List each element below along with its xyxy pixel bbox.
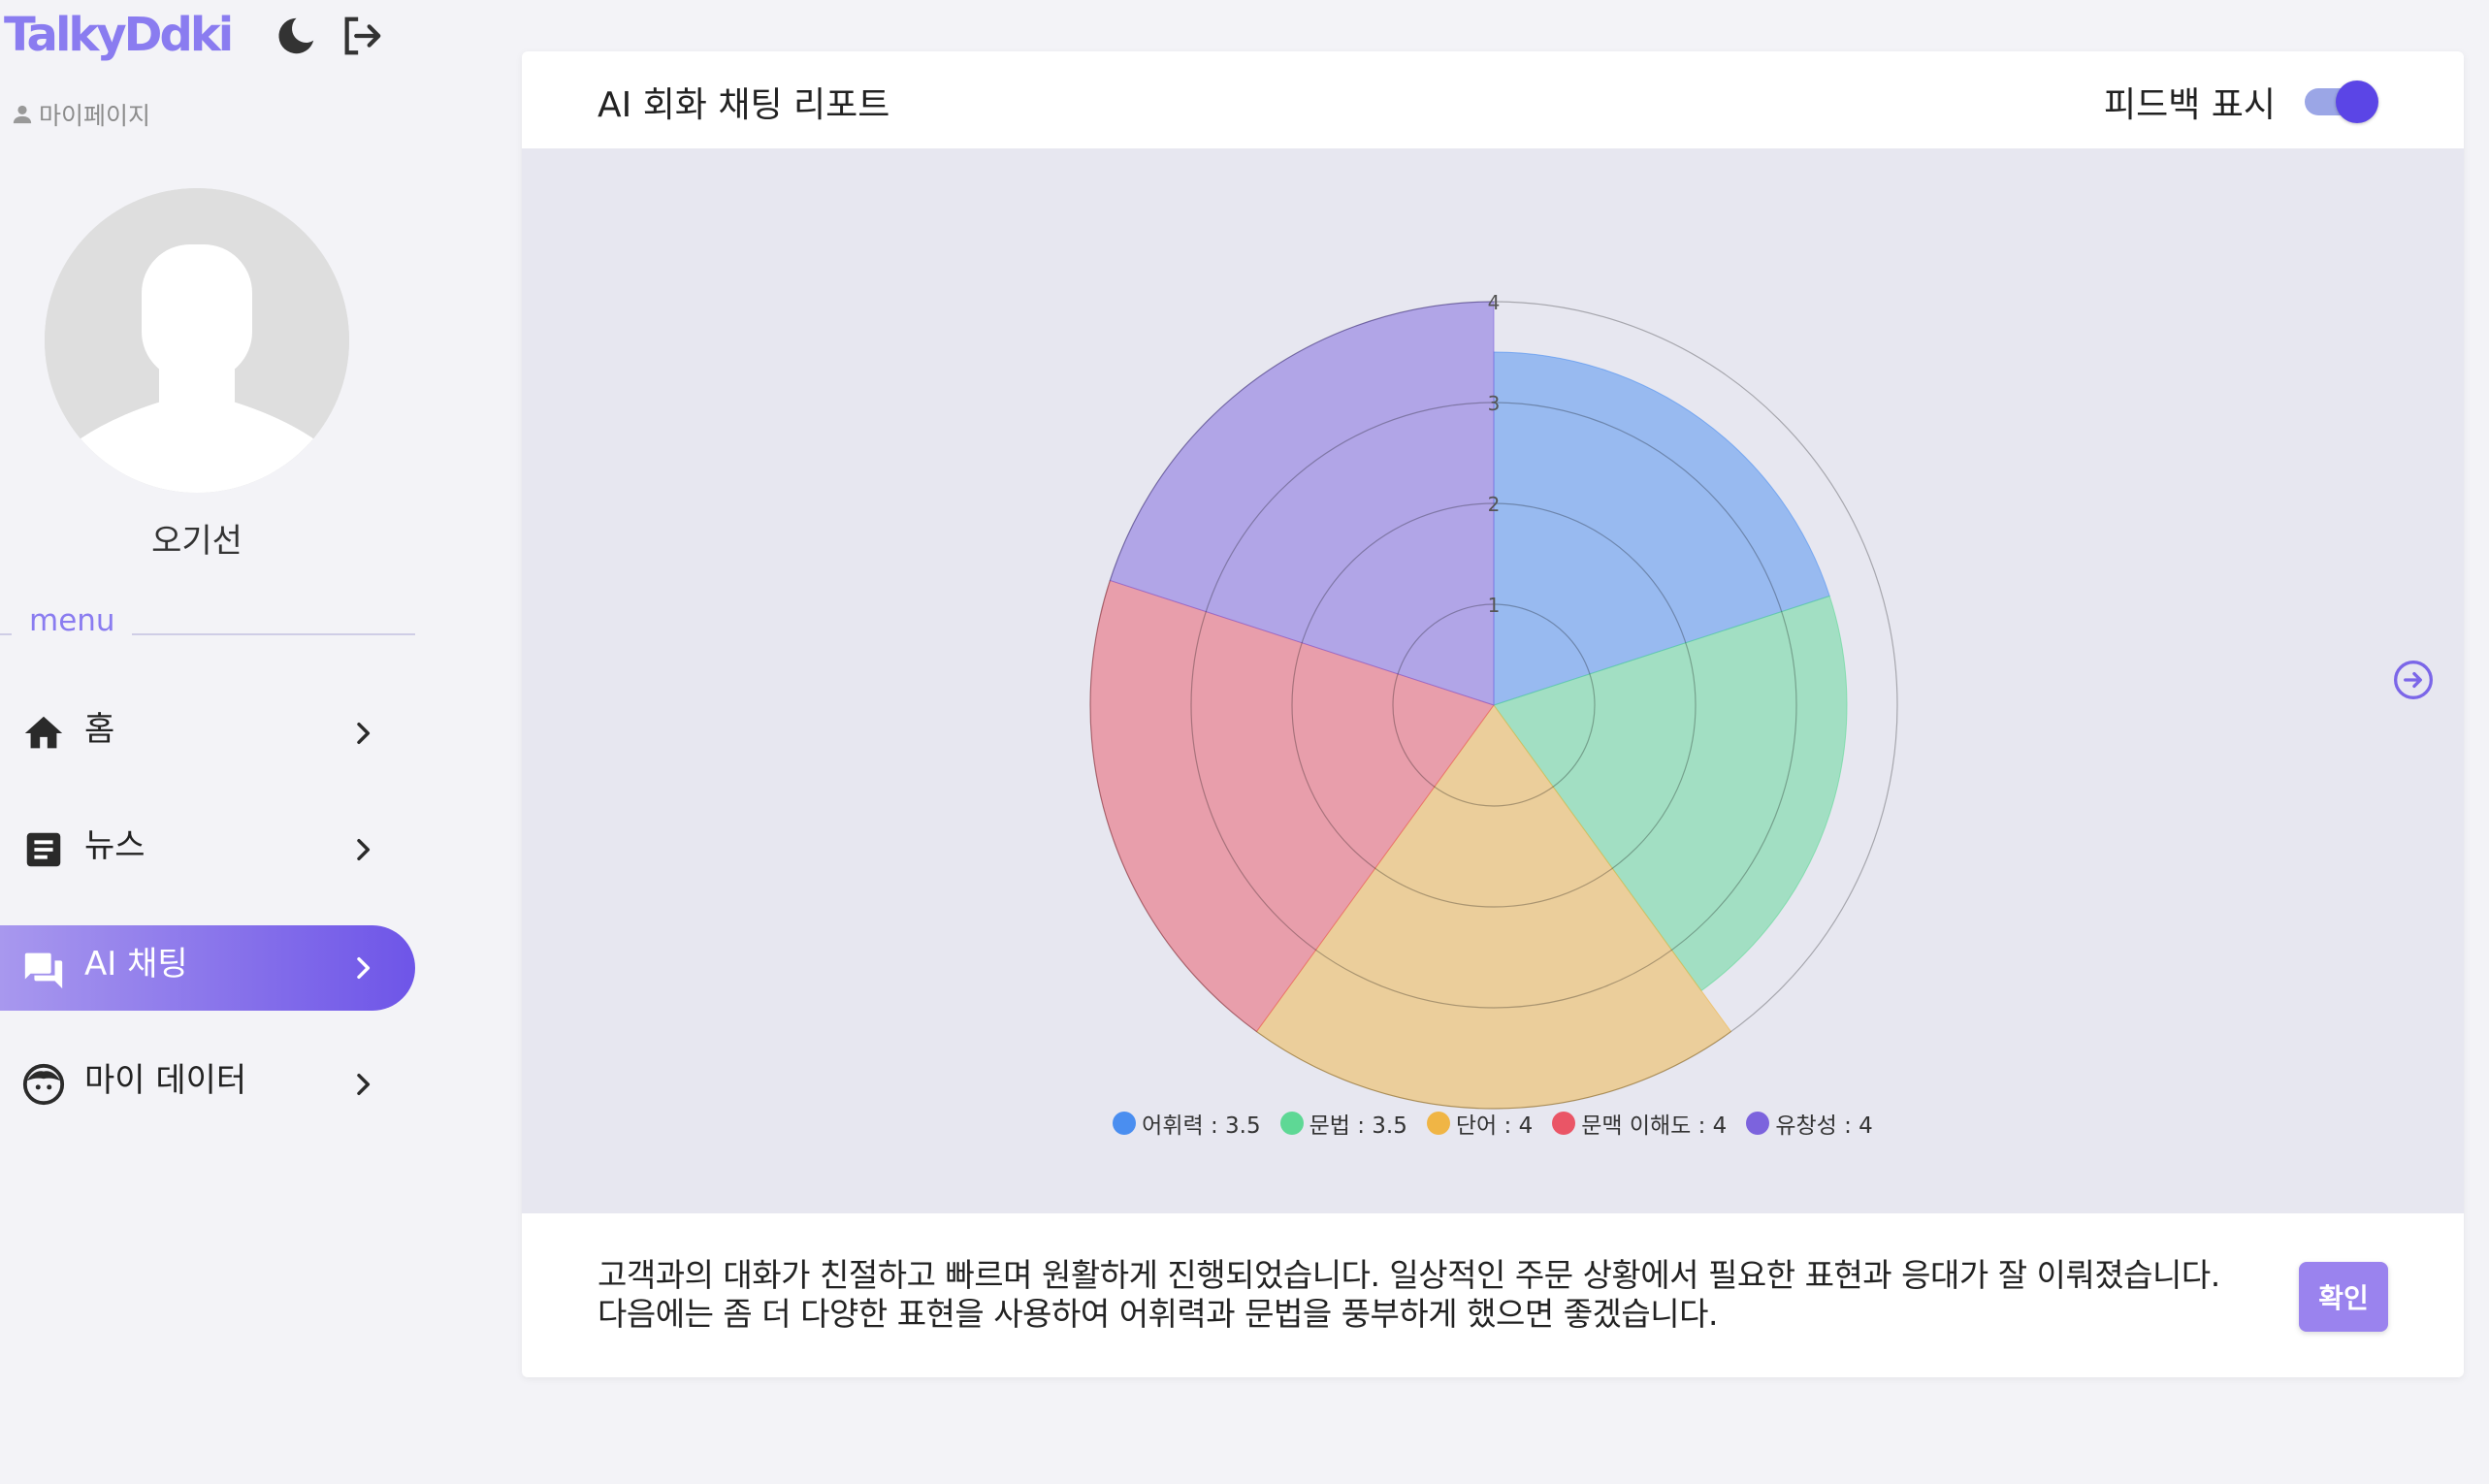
r-tick-label: 3 [1488, 392, 1501, 415]
r-tick-label: 2 [1488, 493, 1501, 516]
feedback-toggle[interactable] [2305, 81, 2378, 123]
nav-item-label: AI 채팅 [84, 945, 188, 984]
nav-item-label: 뉴스 [84, 826, 145, 865]
legend-item-context[interactable]: 문맥 이해도 : 4 [1552, 1107, 1727, 1140]
mypage-link[interactable]: 마이페이지 [12, 97, 150, 132]
legend-label: 유창성 : 4 [1775, 1113, 1873, 1139]
toggle-knob[interactable] [2336, 81, 2378, 123]
arrow-circle-right-icon[interactable] [2392, 659, 2435, 701]
feedback-panel: 고객과의 대화가 친절하고 빠르며 원활하게 진행되었습니다. 일상적인 주문 … [522, 1213, 2464, 1377]
legend-dot [1279, 1112, 1304, 1135]
menu-label: menu [29, 603, 115, 638]
chevron-right-icon [357, 722, 371, 745]
legend-dot [1426, 1112, 1450, 1135]
legend-item-vocabulary[interactable]: 어휘력 : 3.5 [1113, 1107, 1261, 1140]
polar-segment-0[interactable] [1493, 351, 1830, 706]
article-icon [26, 832, 61, 867]
r-tick-label: 4 [1488, 291, 1501, 314]
r-tick-label: 1 [1488, 594, 1501, 617]
feedback-text: 고객과의 대화가 친절하고 빠르며 원활하게 진행되었습니다. 일상적인 주문 … [598, 1256, 2220, 1333]
polar-segment-1[interactable] [1493, 595, 1848, 992]
grid-ring-1 [1291, 502, 1697, 908]
legend-item-fluency[interactable]: 유창성 : 4 [1746, 1107, 1873, 1140]
legend-label: 단어 : 4 [1455, 1113, 1534, 1139]
feedback-toggle-label: 피드백 표시 [2103, 85, 2276, 125]
legend-dot [1113, 1112, 1137, 1135]
nav-item-news[interactable]: 뉴스 [0, 807, 415, 892]
home-icon [24, 716, 63, 749]
legend-item-grammar[interactable]: 문법 : 3.5 [1279, 1107, 1407, 1140]
moon-icon[interactable] [274, 14, 318, 58]
mypage-label: 마이페이지 [39, 102, 151, 130]
default-avatar-icon [45, 188, 349, 493]
legend-dot [1746, 1112, 1770, 1135]
grid-ring-0 [1392, 603, 1596, 807]
legend-label: 문맥 이해도 : 4 [1581, 1113, 1728, 1139]
face-icon [22, 1063, 65, 1106]
avatar [45, 188, 349, 493]
polar-segment-3[interactable] [1089, 579, 1495, 1033]
app-logo[interactable]: TalkyDdki [4, 8, 234, 62]
nav-item-my-data[interactable]: 마이 데이터 [0, 1042, 415, 1127]
confirm-button[interactable]: 확인 [2299, 1262, 2388, 1332]
nav-item-label: 마이 데이터 [84, 1061, 247, 1100]
chevron-right-icon [357, 1073, 371, 1096]
person-icon [13, 105, 32, 124]
legend-item-words[interactable]: 단어 : 4 [1426, 1107, 1534, 1140]
chevron-right-icon [357, 838, 371, 861]
report-title: AI 회화 채팅 리포트 [598, 85, 890, 125]
grid-ring-3 [1089, 301, 1898, 1110]
polar-segment-4[interactable] [1109, 301, 1495, 706]
legend-label: 어휘력 : 3.5 [1142, 1113, 1261, 1139]
polar-segment-2[interactable] [1255, 704, 1732, 1110]
nav-item-home[interactable]: 홈 [0, 691, 415, 776]
username: 오기선 [151, 522, 242, 561]
polar-area-chart: 1 2 3 4 [1089, 291, 1898, 1110]
report-card: AI 회화 채팅 리포트 피드백 표시 1 2 3 4 어휘력 : 3.5 문법 : … [522, 51, 2464, 1377]
legend-label: 문법 : 3.5 [1309, 1113, 1407, 1139]
chat-icon [24, 952, 63, 989]
menu-divider-right [132, 633, 415, 635]
nav-item-ai-chat[interactable]: AI 채팅 [0, 925, 415, 1011]
menu-divider-left [0, 633, 12, 635]
report-header: AI 회화 채팅 리포트 피드백 표시 [522, 51, 2464, 148]
legend-dot [1552, 1112, 1576, 1135]
logout-icon[interactable] [339, 14, 384, 58]
grid-ring-2 [1190, 402, 1797, 1009]
chart-legend: 어휘력 : 3.5 문법 : 3.5 단어 : 4 문맥 이해도 : 4 유창성… [522, 1107, 2464, 1140]
chevron-right-icon [357, 956, 371, 980]
nav-item-label: 홈 [84, 710, 115, 749]
sidebar: TalkyDdki 마이페이지 오기선 menu 홈 [0, 0, 427, 1484]
